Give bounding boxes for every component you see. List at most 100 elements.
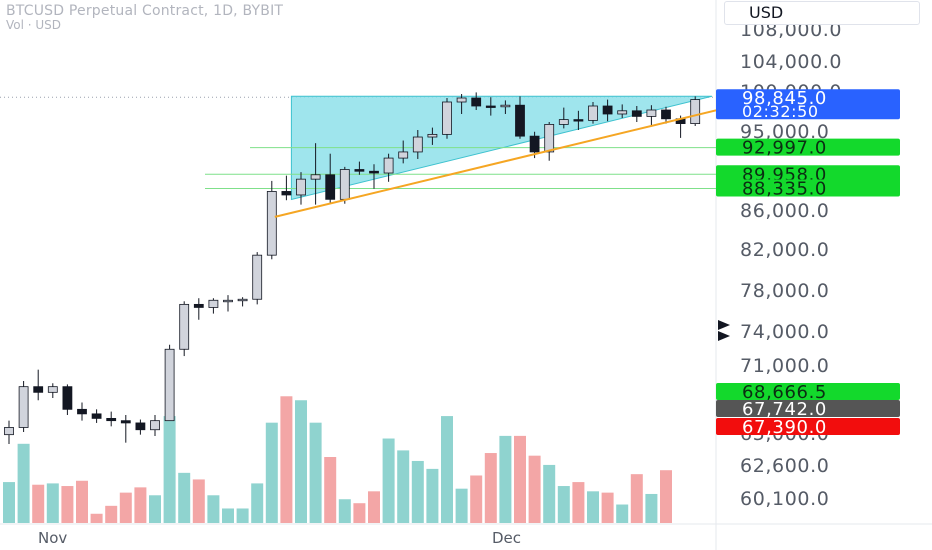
volume-bar xyxy=(163,416,176,523)
price-badge xyxy=(716,418,900,435)
time-axis-labels: Nov Dec xyxy=(38,529,521,547)
candle-body xyxy=(296,178,306,196)
candle xyxy=(602,99,613,122)
volume-bar xyxy=(3,482,15,523)
volume-bar xyxy=(192,479,205,523)
candle xyxy=(4,420,14,444)
candle xyxy=(310,143,321,205)
candle xyxy=(398,140,409,164)
candle-body xyxy=(573,119,584,122)
volume-bar xyxy=(616,504,629,523)
candle xyxy=(237,297,248,307)
volume-bar xyxy=(455,488,468,523)
candle-body xyxy=(164,348,175,422)
candle xyxy=(164,344,175,422)
price-tick-label: 71,000.0 xyxy=(740,355,829,377)
currency-button[interactable]: USD xyxy=(724,1,920,25)
volume-bar xyxy=(149,495,161,523)
volume-bar xyxy=(484,453,497,523)
price-badge xyxy=(716,89,900,120)
chart-legend-title: BTCUSD Perpetual Contract, 1D, BYBIT xyxy=(6,3,284,19)
price-badge-label: 67,742.0 xyxy=(742,399,827,420)
volume-bar xyxy=(207,495,220,523)
volume-bar xyxy=(411,460,424,523)
ascending-trendline xyxy=(274,90,796,218)
candle xyxy=(631,106,642,122)
candle-body xyxy=(91,413,102,419)
price-badge-label: 67,390.0 xyxy=(742,417,827,438)
price-tick-label: 78,000.0 xyxy=(740,280,829,302)
volume-bar xyxy=(295,400,307,523)
volume-bar xyxy=(528,455,541,523)
candle-body xyxy=(602,105,613,115)
candle-body xyxy=(442,101,452,135)
candle xyxy=(412,130,423,159)
candle xyxy=(690,96,701,126)
volume-bar xyxy=(645,493,658,523)
volume-bar xyxy=(46,483,59,523)
candle xyxy=(427,127,438,145)
volume-bar xyxy=(105,505,118,523)
candle-body xyxy=(456,97,467,103)
candle-body xyxy=(383,157,394,174)
volume-bar xyxy=(630,474,643,523)
candle-body xyxy=(617,110,628,115)
candle xyxy=(617,104,628,118)
volume-bar xyxy=(134,487,147,523)
volume-bar xyxy=(309,422,322,523)
candle-body xyxy=(354,169,365,172)
price-tick-label: 60,100.0 xyxy=(740,488,829,510)
axis-arrow-icon xyxy=(718,320,730,330)
candle xyxy=(661,106,671,124)
candle xyxy=(500,100,511,114)
candle-body xyxy=(369,170,379,174)
candle-body xyxy=(179,303,190,350)
volume-bar xyxy=(76,480,88,523)
countdown-label: 02:32:50 xyxy=(742,102,819,121)
candle xyxy=(485,97,496,116)
candle xyxy=(223,295,233,312)
candle-body xyxy=(485,105,496,108)
candle xyxy=(179,301,190,357)
candle-body xyxy=(281,191,292,196)
volume-bar xyxy=(61,486,74,523)
candle xyxy=(296,172,306,205)
candle-body xyxy=(427,133,438,138)
price-badge xyxy=(716,179,900,197)
volume-bar xyxy=(572,482,585,523)
volume-bar xyxy=(32,484,45,523)
volume-bar xyxy=(601,492,614,523)
candle-body xyxy=(47,386,58,393)
volume-bar xyxy=(338,499,351,523)
volume-bar xyxy=(251,483,264,523)
volume-bar xyxy=(17,443,30,523)
volume-legend: Vol · USD xyxy=(6,18,62,32)
candle-body xyxy=(646,109,657,117)
candle-body xyxy=(661,109,671,120)
candle-body xyxy=(325,174,336,200)
candle-body xyxy=(150,420,160,431)
price-badges: 98,845.002:32:5092,997.089,958.088,335.0… xyxy=(716,88,900,438)
price-tick-label: 62,600.0 xyxy=(740,455,829,477)
candle xyxy=(588,102,598,124)
candle-body xyxy=(62,386,73,410)
price-tick-label: 82,000.0 xyxy=(740,239,829,261)
candle xyxy=(62,384,73,415)
volume-bar xyxy=(353,503,366,523)
candle-body xyxy=(339,169,350,200)
candle xyxy=(135,419,146,435)
price-badge xyxy=(716,165,900,183)
candle-body xyxy=(310,174,321,180)
price-tick-label: 86,000.0 xyxy=(740,200,829,222)
volume-bar xyxy=(660,470,672,523)
volume-bar xyxy=(119,492,132,523)
candle-body xyxy=(412,136,423,153)
price-badge-label: 92,997.0 xyxy=(742,138,827,159)
candle xyxy=(354,161,365,175)
candle xyxy=(120,415,131,443)
candle xyxy=(325,153,336,203)
candle-body xyxy=(690,99,701,124)
candle xyxy=(456,94,467,114)
volume-bar xyxy=(470,475,483,523)
